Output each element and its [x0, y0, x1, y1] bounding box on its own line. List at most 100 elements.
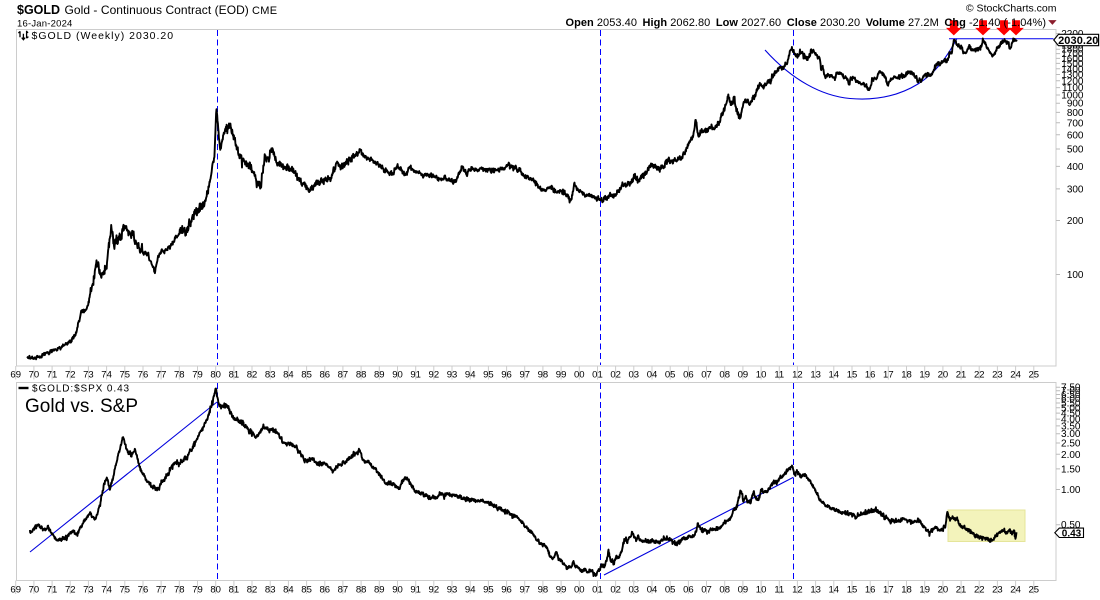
svg-text:21: 21	[956, 585, 967, 596]
svg-text:97: 97	[519, 585, 530, 596]
svg-text:74: 74	[101, 370, 112, 381]
svg-text:$GOLD:$SPX 0.43: $GOLD:$SPX 0.43	[32, 384, 130, 395]
svg-text:69: 69	[10, 370, 21, 381]
svg-text:14: 14	[829, 370, 840, 381]
svg-text:97: 97	[519, 370, 530, 381]
svg-text:21: 21	[956, 370, 967, 381]
svg-text:5.00: 5.00	[1061, 403, 1081, 414]
svg-text:77: 77	[156, 585, 167, 596]
svg-text:08: 08	[719, 370, 730, 381]
svg-text:92: 92	[429, 370, 440, 381]
svg-text:88: 88	[356, 370, 367, 381]
svg-text:70: 70	[29, 370, 40, 381]
svg-text:96: 96	[501, 370, 512, 381]
svg-text:00: 00	[574, 585, 585, 596]
svg-text:00: 00	[574, 370, 585, 381]
svg-text:4.00: 4.00	[1061, 415, 1081, 426]
svg-text:74: 74	[101, 585, 112, 596]
svg-text:84: 84	[283, 585, 294, 596]
svg-text:87: 87	[338, 585, 349, 596]
svg-text:12: 12	[792, 370, 803, 381]
svg-text:16: 16	[865, 370, 876, 381]
svg-text:75: 75	[119, 585, 130, 596]
svg-text:7.00: 7.00	[1061, 386, 1081, 397]
svg-text:5.50: 5.50	[1061, 398, 1081, 409]
svg-text:18: 18	[901, 585, 912, 596]
svg-text:1100: 1100	[1062, 83, 1084, 94]
svg-text:05: 05	[665, 370, 676, 381]
svg-text:82: 82	[247, 585, 258, 596]
svg-text:6.50: 6.50	[1061, 390, 1081, 401]
svg-text:2.50: 2.50	[1061, 438, 1081, 449]
svg-text:71: 71	[47, 370, 58, 381]
svg-text:18: 18	[901, 370, 912, 381]
svg-text:72: 72	[65, 370, 76, 381]
svg-text:09: 09	[738, 370, 749, 381]
svg-text:15: 15	[847, 370, 858, 381]
svg-text:69: 69	[10, 585, 21, 596]
svg-text:14: 14	[829, 585, 840, 596]
svg-text:1400: 1400	[1061, 64, 1084, 75]
svg-text:16: 16	[865, 585, 876, 596]
svg-text:06: 06	[683, 585, 694, 596]
svg-text:3.50: 3.50	[1061, 421, 1081, 432]
svg-text:81: 81	[229, 370, 240, 381]
svg-text:02: 02	[610, 370, 621, 381]
svg-text:1500: 1500	[1061, 59, 1084, 70]
svg-text:1600: 1600	[1061, 54, 1084, 65]
svg-text:78: 78	[174, 585, 185, 596]
svg-text:89: 89	[374, 585, 385, 596]
svg-text:89: 89	[374, 370, 385, 381]
svg-text:72: 72	[65, 585, 76, 596]
svg-text:24: 24	[1010, 585, 1021, 596]
svg-text:83: 83	[265, 585, 276, 596]
svg-text:23: 23	[992, 370, 1003, 381]
svg-text:Open 2053.40 High 2062.80 Low: Open 2053.40 High 2062.80 Low 2027.60 Cl…	[566, 17, 1047, 29]
svg-text:76: 76	[138, 585, 149, 596]
svg-text:80: 80	[210, 585, 221, 596]
svg-text:93: 93	[447, 585, 458, 596]
svg-text:1800: 1800	[1061, 45, 1084, 56]
svg-text:22: 22	[974, 370, 985, 381]
svg-text:04: 04	[647, 585, 658, 596]
svg-text:06: 06	[683, 370, 694, 381]
svg-text:98: 98	[538, 585, 549, 596]
svg-text:400: 400	[1067, 162, 1084, 173]
svg-text:0.43: 0.43	[1062, 528, 1082, 539]
svg-text:300: 300	[1067, 184, 1084, 195]
svg-text:79: 79	[192, 370, 203, 381]
svg-text:96: 96	[501, 585, 512, 596]
svg-text:92: 92	[429, 585, 440, 596]
svg-text:20: 20	[938, 585, 949, 596]
svg-text:99: 99	[556, 370, 567, 381]
svg-text:86: 86	[319, 370, 330, 381]
svg-text:77: 77	[156, 370, 167, 381]
svg-text:23: 23	[992, 585, 1003, 596]
svg-text:11: 11	[774, 585, 784, 596]
svg-text:0.50: 0.50	[1061, 520, 1081, 531]
svg-text:86: 86	[319, 585, 330, 596]
svg-text:900: 900	[1067, 99, 1084, 110]
svg-text:$GOLD (Weekly) 2030.20: $GOLD (Weekly) 2030.20	[32, 30, 175, 42]
svg-text:73: 73	[83, 370, 94, 381]
svg-text:1.00: 1.00	[1061, 485, 1081, 496]
svg-text:82: 82	[247, 370, 258, 381]
svg-text:79: 79	[192, 585, 203, 596]
svg-text:80: 80	[210, 370, 221, 381]
svg-text:2.00: 2.00	[1061, 450, 1081, 461]
svg-text:94: 94	[465, 370, 476, 381]
svg-text:87: 87	[338, 370, 349, 381]
svg-text:13: 13	[810, 585, 821, 596]
svg-text:91: 91	[410, 370, 421, 381]
svg-text:91: 91	[410, 585, 421, 596]
svg-text:10: 10	[756, 370, 767, 381]
svg-text:Gold vs. S&P: Gold vs. S&P	[25, 396, 138, 417]
svg-text:22: 22	[974, 585, 985, 596]
svg-text:99: 99	[556, 585, 567, 596]
svg-text:98: 98	[538, 370, 549, 381]
svg-text:95: 95	[483, 585, 494, 596]
svg-text:4.50: 4.50	[1061, 409, 1081, 420]
svg-text:01: 01	[592, 585, 603, 596]
svg-text:500: 500	[1067, 145, 1084, 156]
